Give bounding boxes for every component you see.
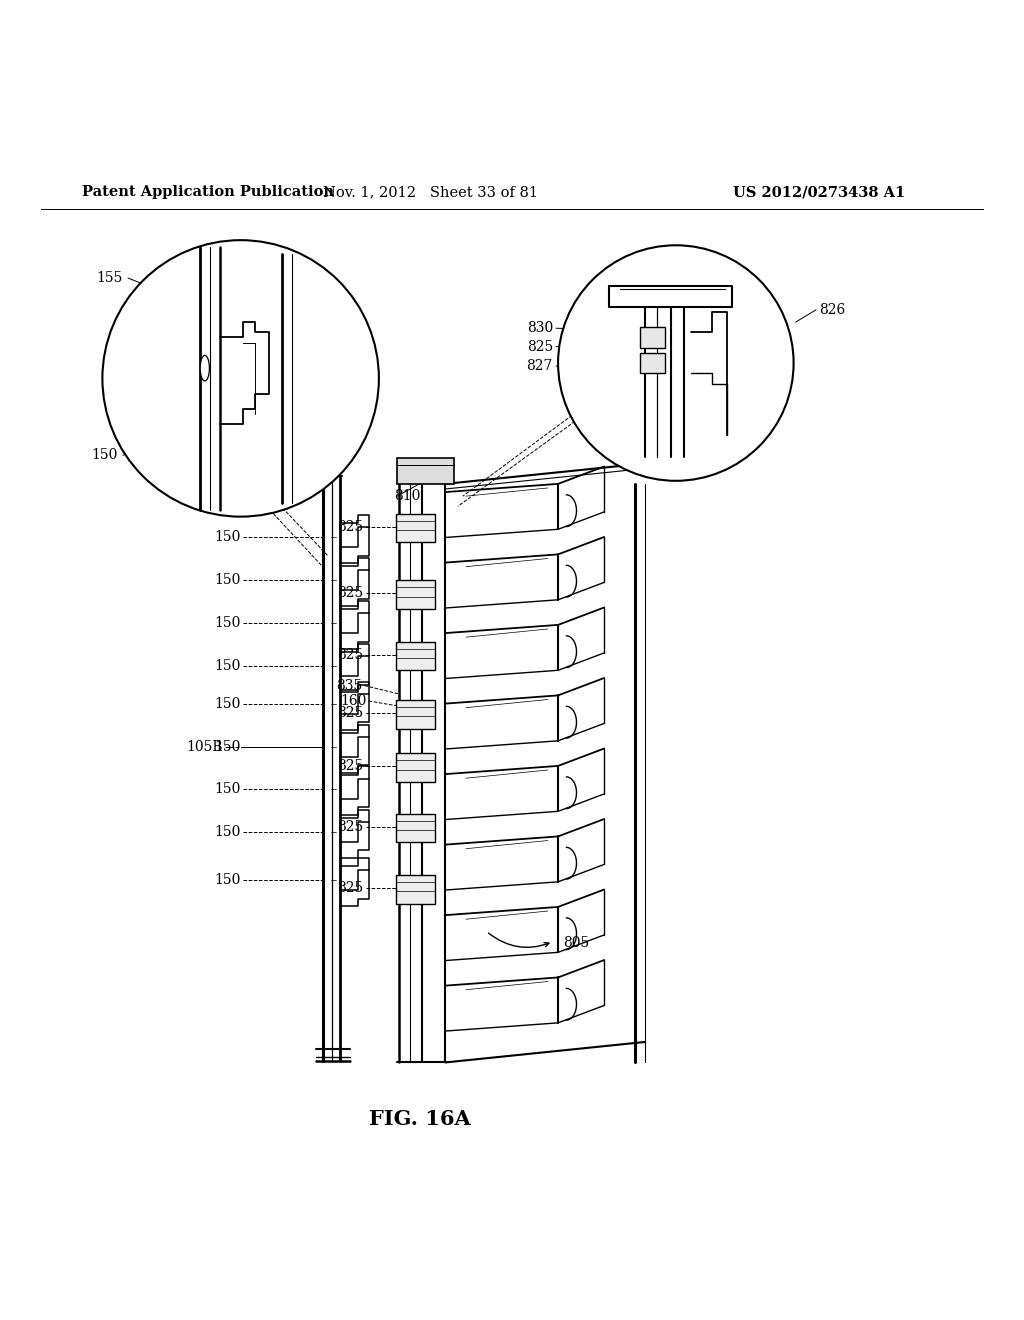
Circle shape [558,246,794,480]
Text: 150: 150 [214,781,241,796]
Text: 150: 150 [214,659,241,673]
FancyBboxPatch shape [396,875,435,904]
Text: 830: 830 [526,321,553,335]
Text: 150: 150 [214,873,241,887]
FancyBboxPatch shape [640,327,665,347]
Text: 825: 825 [337,759,364,774]
Text: 155: 155 [96,271,123,285]
Text: 150: 150 [214,531,241,544]
Text: 825: 825 [337,706,364,721]
FancyBboxPatch shape [396,700,435,729]
Text: 160: 160 [340,694,367,708]
Text: 150: 150 [91,449,118,462]
Text: 150: 150 [214,825,241,840]
Text: 826: 826 [819,302,846,317]
FancyBboxPatch shape [396,754,435,781]
FancyBboxPatch shape [640,352,665,374]
Text: 105B: 105B [186,741,223,754]
FancyBboxPatch shape [396,579,435,609]
Text: 827: 827 [526,359,553,374]
Text: 150: 150 [214,697,241,711]
Text: US 2012/0273438 A1: US 2012/0273438 A1 [733,185,905,199]
Text: Nov. 1, 2012   Sheet 33 of 81: Nov. 1, 2012 Sheet 33 of 81 [323,185,538,199]
Text: 150: 150 [214,616,241,630]
FancyBboxPatch shape [396,513,435,543]
Text: 805: 805 [563,936,590,949]
FancyBboxPatch shape [396,642,435,671]
Text: 825: 825 [337,882,364,895]
Text: 825: 825 [337,648,364,661]
Text: 150: 150 [214,741,241,754]
Text: 835: 835 [336,678,362,693]
Text: 810: 810 [640,264,667,279]
Text: 825: 825 [337,586,364,601]
Text: Patent Application Publication: Patent Application Publication [82,185,334,199]
Text: FIG. 16A: FIG. 16A [369,1109,471,1129]
FancyBboxPatch shape [396,813,435,842]
Text: 825: 825 [337,520,364,533]
Ellipse shape [200,355,209,381]
Text: 825: 825 [337,820,364,834]
Text: 825: 825 [526,339,553,354]
Circle shape [102,240,379,516]
Text: 810: 810 [394,490,421,503]
Text: 150: 150 [214,573,241,587]
FancyBboxPatch shape [397,458,454,484]
